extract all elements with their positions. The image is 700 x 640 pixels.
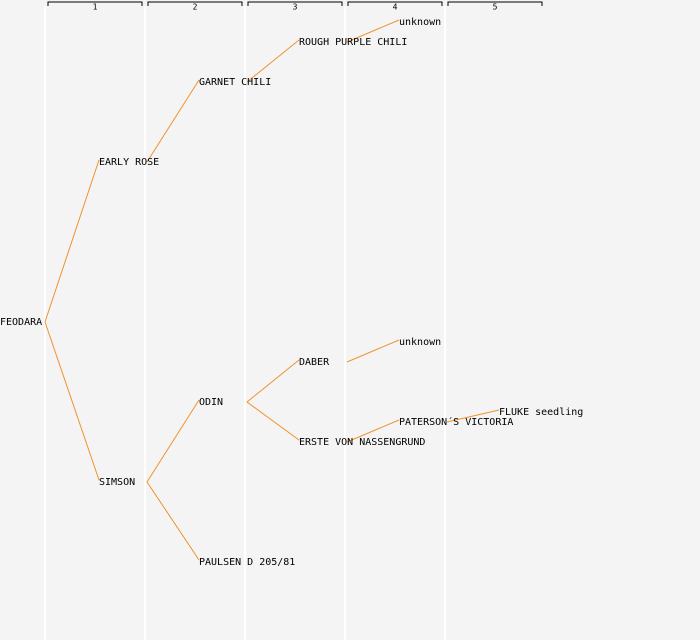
generation-bracket	[47, 1, 143, 6]
pedigree-link	[146, 481, 200, 561]
generation-bracket	[347, 1, 443, 6]
pedigree-link	[146, 79, 200, 163]
cultivar-name[interactable]: PAULSEN D 205/81	[199, 557, 295, 568]
cultivar-name[interactable]: ROUGH PURPLE CHILI	[299, 37, 407, 48]
cultivar-name[interactable]: EARLY ROSE	[99, 157, 159, 168]
generation-label: 1	[93, 3, 98, 12]
generation-bracket	[147, 1, 243, 6]
cultivar-name[interactable]: SIMSON	[99, 477, 135, 488]
pedigree-link	[346, 339, 400, 363]
generation-label: 3	[293, 3, 298, 12]
cultivar-name[interactable]: FLUKE seedling	[499, 407, 583, 418]
generation-label: 2	[193, 3, 198, 12]
pedigree-link	[44, 321, 100, 481]
pedigree-link	[346, 19, 400, 43]
cultivar-name[interactable]: PATERSON´S VICTORIA	[399, 416, 513, 428]
pedigree-link	[246, 401, 300, 441]
pedigree-link	[146, 399, 200, 483]
cultivar-name[interactable]: DABER	[299, 357, 330, 368]
cultivar-name[interactable]: FEODARA	[0, 317, 42, 328]
cultivar-name[interactable]: unknown	[399, 17, 441, 28]
pedigree-link	[246, 39, 300, 83]
pedigree-link	[446, 409, 500, 423]
pedigree-link	[346, 419, 400, 443]
pedigree-link	[44, 159, 100, 323]
generation-label: 4	[393, 3, 398, 12]
pedigree-link	[246, 359, 300, 403]
generation-bracket	[247, 1, 343, 6]
generation-label: 5	[493, 3, 498, 12]
cultivar-name[interactable]: unknown	[399, 337, 441, 348]
cultivar-name[interactable]: GARNET CHILI	[199, 77, 271, 88]
cultivar-name[interactable]: ODIN	[199, 397, 223, 408]
generation-bracket	[447, 1, 543, 6]
cultivar-name[interactable]: ERSTE VON NASSENGRUND	[299, 437, 425, 448]
